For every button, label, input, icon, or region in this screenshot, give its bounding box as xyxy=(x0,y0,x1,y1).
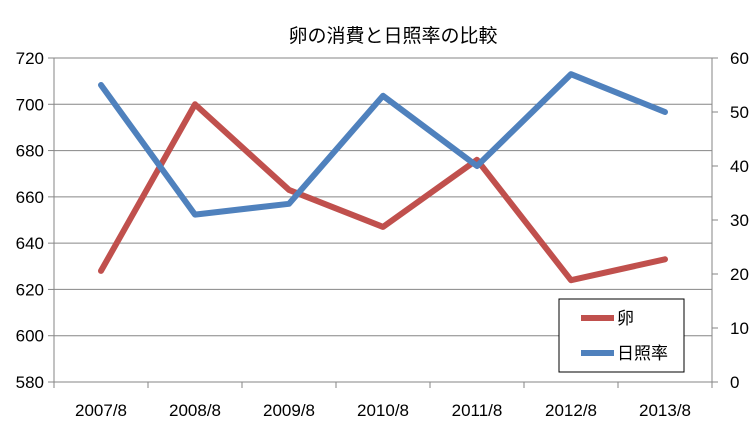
right-tick-label: 50 xyxy=(730,103,749,122)
x-tick-label: 2011/8 xyxy=(452,401,503,420)
legend-box xyxy=(558,298,685,373)
data-point xyxy=(382,226,384,228)
data-point xyxy=(476,165,478,167)
data-point xyxy=(100,270,102,272)
left-tick-label: 620 xyxy=(16,280,44,299)
right-tick-label: 60 xyxy=(730,49,749,68)
left-axis-ticks: 580 600 620 640 660 680 700 720 xyxy=(16,49,54,392)
data-point xyxy=(194,214,196,216)
data-point xyxy=(570,279,572,281)
x-tick-label: 2008/8 xyxy=(169,401,221,420)
data-point xyxy=(288,189,290,191)
x-tick-label: 2010/8 xyxy=(357,401,409,420)
data-point xyxy=(570,73,572,75)
right-tick-label: 0 xyxy=(730,373,739,392)
series-line-sunshine xyxy=(98,71,668,218)
data-point xyxy=(100,84,102,86)
x-tick-label: 2013/8 xyxy=(639,401,691,420)
left-tick-label: 720 xyxy=(16,49,44,68)
left-tick-label: 660 xyxy=(16,188,44,207)
gridlines xyxy=(54,57,712,383)
x-axis-ticks: 2007/8 2008/8 2009/8 2010/8 2011/8 2012/8 2013… xyxy=(53,382,713,420)
legend: 卵 日照率 xyxy=(558,298,685,373)
left-tick-label: 640 xyxy=(16,234,44,253)
legend-label-sunshine: 日照率 xyxy=(617,344,668,364)
x-tick-label: 2007/8 xyxy=(75,401,127,420)
data-point xyxy=(664,111,666,113)
chart-title: 卵の消費と日照率の比較 xyxy=(288,25,497,47)
left-tick-label: 580 xyxy=(16,373,44,392)
x-tick-label: 2009/8 xyxy=(263,401,315,420)
data-point xyxy=(382,95,384,97)
data-point xyxy=(476,159,478,161)
right-tick-label: 40 xyxy=(730,157,749,176)
data-point xyxy=(288,203,290,205)
series-line-egg xyxy=(98,101,668,284)
right-tick-label: 30 xyxy=(730,211,749,230)
data-point xyxy=(194,103,196,105)
left-tick-label: 600 xyxy=(16,327,44,346)
left-tick-label: 700 xyxy=(16,95,44,114)
data-point xyxy=(664,258,666,260)
right-tick-label: 10 xyxy=(730,319,749,338)
left-tick-label: 680 xyxy=(16,142,44,161)
series-lines xyxy=(98,71,668,284)
legend-label-egg: 卵 xyxy=(617,309,634,329)
x-tick-label: 2012/8 xyxy=(545,401,597,420)
right-tick-label: 20 xyxy=(730,265,749,284)
right-axis-ticks: 0 10 20 30 40 50 60 xyxy=(712,49,749,392)
